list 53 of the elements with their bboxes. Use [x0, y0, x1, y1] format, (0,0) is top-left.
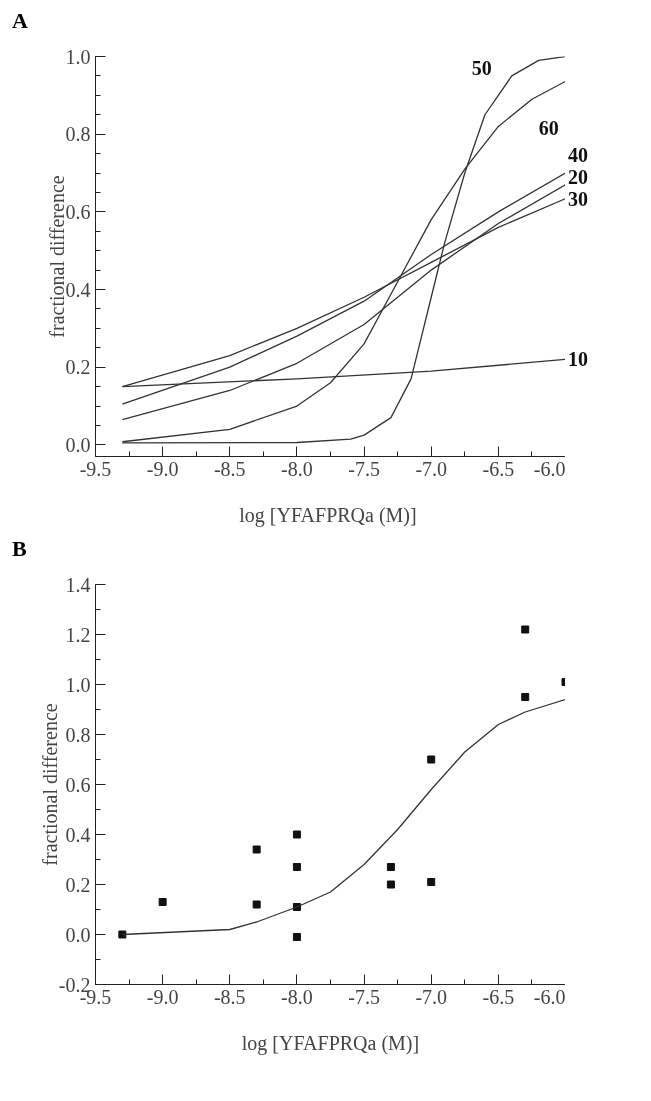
x-tick-label: -9.5 — [79, 457, 112, 480]
x-tick-label: -7.0 — [415, 457, 448, 480]
point — [252, 845, 261, 854]
y-axis-title: fractional difference — [38, 703, 61, 866]
y-tick-label: 0.6 — [65, 773, 91, 796]
y-tick-label: 0.8 — [65, 723, 91, 746]
series-label: 50 — [471, 57, 492, 80]
x-tick-label: -7.5 — [348, 457, 380, 480]
point — [158, 898, 167, 906]
point — [292, 830, 301, 839]
x-axis-title: log [YFAFPRQa (M)] — [239, 503, 417, 527]
point — [427, 755, 436, 764]
point — [292, 933, 301, 941]
y-tick-label: 0.4 — [65, 278, 91, 301]
point — [386, 880, 395, 889]
x-tick-label: -6.5 — [482, 985, 515, 1008]
chart-title: B — [12, 535, 27, 563]
y-tick-label: 1.4 — [65, 573, 91, 596]
series-label: 20 — [568, 165, 588, 188]
x-tick-label: -7.5 — [348, 985, 380, 1008]
chart-title: A — [12, 7, 28, 35]
x-tick-label: -6.0 — [533, 457, 566, 480]
point — [252, 900, 261, 909]
series-label: 30 — [568, 187, 588, 210]
y-tick-label: 0.4 — [65, 823, 91, 846]
y-tick-label: 0.2 — [65, 873, 91, 896]
y-tick-label: 0.2 — [65, 356, 91, 379]
y-tick-label: 0.0 — [65, 923, 91, 946]
series-label: 60 — [538, 116, 559, 139]
point — [521, 625, 530, 634]
y-tick-label: 0.0 — [65, 433, 91, 456]
y-tick-label: 0.8 — [65, 123, 91, 146]
x-axis-title: log [YFAFPRQa (M)] — [241, 1031, 420, 1055]
point — [386, 863, 395, 871]
x-tick-label: -6.0 — [533, 985, 566, 1008]
series-label: 10 — [568, 348, 588, 371]
x-tick-label: -8.5 — [213, 985, 246, 1008]
y-tick-label: 0.6 — [65, 200, 91, 223]
point — [292, 863, 301, 871]
x-tick-label: -9.0 — [146, 985, 179, 1008]
x-tick-label: -8.5 — [213, 457, 246, 480]
y-tick-label: 1.0 — [65, 45, 91, 68]
point — [521, 693, 530, 701]
series-label: 40 — [568, 143, 588, 166]
y-tick-label: 1.0 — [65, 673, 91, 696]
point — [427, 878, 436, 886]
point — [118, 930, 127, 939]
x-tick-label: -8.0 — [281, 457, 313, 480]
x-tick-label: -9.0 — [146, 457, 179, 480]
x-tick-label: -8.0 — [281, 985, 313, 1008]
x-tick-label: -6.5 — [482, 457, 515, 480]
x-tick-label: -7.0 — [415, 985, 448, 1008]
y-tick-label: 1.2 — [65, 623, 91, 646]
